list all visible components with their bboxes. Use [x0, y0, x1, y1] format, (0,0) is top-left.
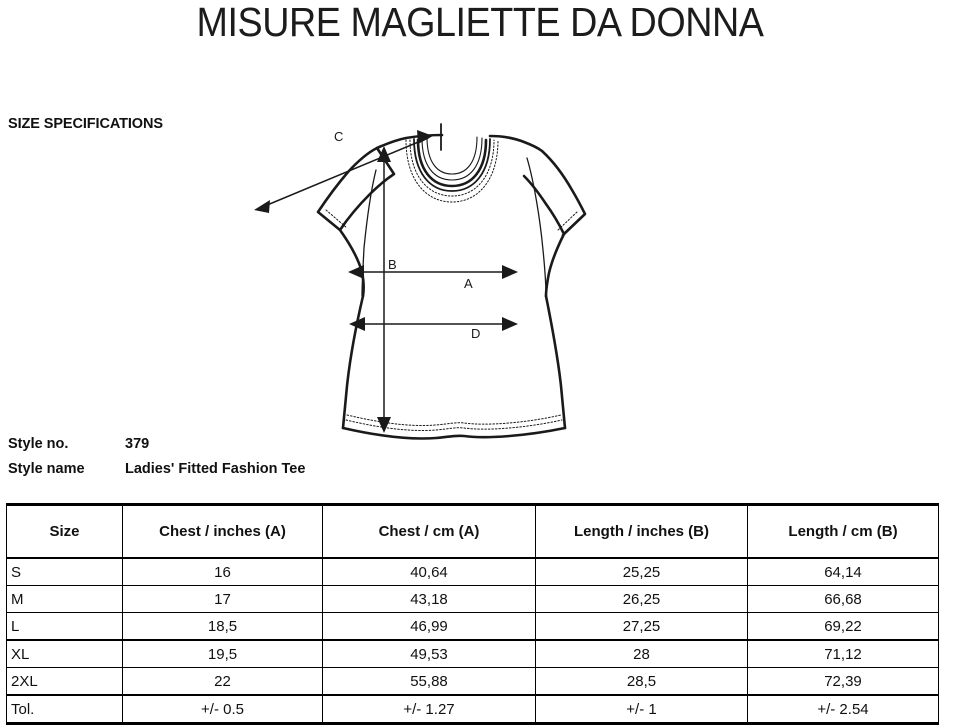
dimension-label-d: D: [471, 326, 480, 341]
dimension-arrow-c-right: [417, 130, 433, 144]
table-row: 2XL 22 55,88 28,5 72,39: [6, 667, 939, 696]
cell-length-inches: 27,25: [535, 612, 748, 641]
dimension-arrow-b-top: [377, 146, 391, 162]
cell-chest-cm: 46,99: [322, 612, 536, 641]
right-side-seam: [544, 294, 567, 430]
style-name-row: Style name Ladies' Fitted Fashion Tee: [8, 457, 305, 482]
left-sleeve-underarm: [338, 228, 365, 298]
bottom-hem-edge: [341, 426, 567, 440]
neck-opening-inner: [416, 138, 488, 188]
garment-technical-drawing: C B A D: [228, 118, 612, 458]
cell-chest-cm: 55,88: [322, 667, 536, 696]
dimension-arrow-b-bottom: [377, 417, 391, 433]
cell-length-inches: 28,5: [535, 667, 748, 696]
dimension-arrow-d-left: [349, 317, 365, 331]
bottom-hem-stitch-2: [346, 414, 562, 426]
neck-outer-edge: [413, 138, 491, 192]
table-header-row: Size Chest / inches (A) Chest / cm (A) L…: [6, 503, 939, 559]
cell-length-cm: 66,68: [747, 585, 939, 613]
size-specifications-table: Size Chest / inches (A) Chest / cm (A) L…: [6, 503, 939, 725]
cell-chest-inches: 16: [122, 557, 323, 586]
style-no-label: Style no.: [8, 436, 69, 452]
right-sleeve-underarm: [544, 232, 566, 298]
column-header-size: Size: [6, 503, 123, 559]
column-header-chest-cm: Chest / cm (A): [322, 503, 536, 559]
right-shoulder-line: [488, 134, 544, 153]
neck-rib-band-2: [426, 136, 478, 175]
cell-size: XL: [6, 639, 123, 668]
cell-length-cm: 71,12: [747, 639, 939, 668]
dimension-arrow-a-left: [348, 265, 364, 279]
dimension-line-c: [259, 137, 429, 209]
cell-length-cm: 72,39: [747, 667, 939, 696]
dimension-arrow-d-right: [502, 317, 518, 331]
page-title: MISURE MAGLIETTE DA DONNA: [196, 0, 764, 45]
cell-length-inches: 28: [535, 639, 748, 668]
left-armhole-seam: [361, 169, 377, 297]
cell-chest-inches: 19,5: [122, 639, 323, 668]
neck-binding-stitch-outer: [409, 139, 495, 197]
right-sleeve-hem-stitch-2: [556, 211, 578, 232]
style-no-row: Style no. 379: [8, 432, 305, 457]
cell-chest-cm: 49,53: [322, 639, 536, 668]
cell-chest-cm: +/- 1.27: [322, 694, 536, 725]
cell-length-cm: 69,22: [747, 612, 939, 641]
cell-length-inches: 26,25: [535, 585, 748, 613]
column-header-length-inches: Length / inches (B): [535, 503, 748, 559]
left-side-seam: [341, 294, 365, 430]
neck-binding-stitch-outer-2: [405, 139, 499, 203]
dimension-arrow-a-right: [502, 265, 518, 279]
style-name-value: Ladies' Fitted Fashion Tee: [125, 461, 306, 477]
cell-chest-inches: 17: [122, 585, 323, 613]
dimension-arrow-c-left: [254, 200, 270, 213]
left-shoulder-line: [375, 133, 444, 150]
right-sleeve-outline: [522, 149, 587, 236]
dimension-label-c: C: [334, 129, 343, 144]
dimension-label-b: B: [388, 257, 397, 272]
cell-size: S: [6, 557, 123, 586]
size-specifications-heading: SIZE SPECIFICATIONS: [8, 116, 163, 132]
column-header-length-cm: Length / cm (B): [747, 503, 939, 559]
column-header-chest-inches: Chest / inches (A): [122, 503, 323, 559]
cell-size: L: [6, 612, 123, 641]
table-row: M 17 43,18 26,25 66,68: [6, 585, 939, 613]
cell-length-cm: +/- 2.54: [747, 694, 939, 725]
cell-length-inches: 25,25: [535, 557, 748, 586]
style-info-block: Style no. 379 Style name Ladies' Fitted …: [8, 432, 305, 482]
table-row: S 16 40,64 25,25 64,14: [6, 557, 939, 586]
dimension-label-a: A: [464, 276, 473, 291]
right-armhole-seam: [526, 157, 547, 297]
cell-size: Tol.: [6, 694, 123, 725]
table-row: Tol. +/- 0.5 +/- 1.27 +/- 1 +/- 2.54: [6, 694, 939, 725]
left-sleeve-hem-stitch-2: [325, 209, 348, 229]
cell-length-cm: 64,14: [747, 557, 939, 586]
style-name-label: Style name: [8, 461, 85, 477]
size-table-container: Size Chest / inches (A) Chest / cm (A) L…: [6, 503, 939, 725]
bottom-hem-stitch-1: [345, 419, 563, 431]
table-row: XL 19,5 49,53 28 71,12: [6, 639, 939, 668]
cell-size: M: [6, 585, 123, 613]
cell-chest-cm: 43,18: [322, 585, 536, 613]
cell-chest-inches: 18,5: [122, 612, 323, 641]
cell-length-inches: +/- 1: [535, 694, 748, 725]
cell-chest-cm: 40,64: [322, 557, 536, 586]
table-row: L 18,5 46,99 27,25 69,22: [6, 612, 939, 641]
cell-size: 2XL: [6, 667, 123, 696]
style-no-value: 379: [125, 436, 150, 452]
cell-chest-inches: 22: [122, 667, 323, 696]
cell-chest-inches: +/- 0.5: [122, 694, 323, 725]
neck-rib-band-1: [421, 137, 483, 181]
